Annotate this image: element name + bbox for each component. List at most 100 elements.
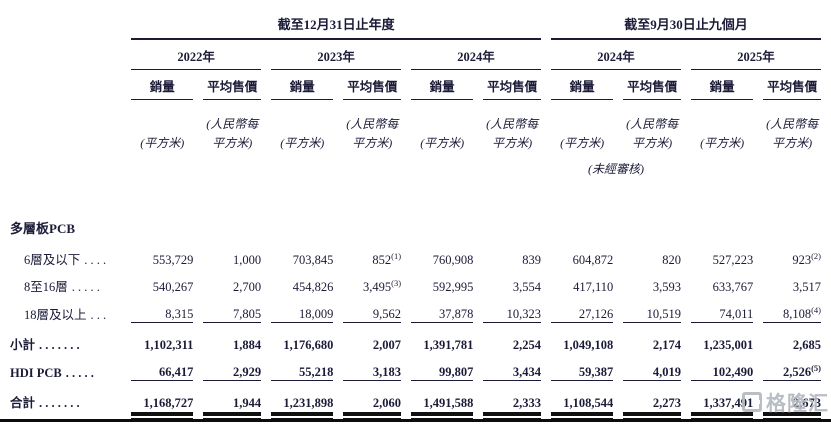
value-cell: 820 bbox=[662, 253, 681, 267]
asp-column-header: 平均售價 bbox=[483, 70, 541, 100]
volume-column-header: 銷量 bbox=[551, 70, 614, 100]
asp-column-header: 平均售價 bbox=[763, 70, 821, 100]
value-cell: 839 bbox=[522, 253, 541, 267]
value-cell: 417,110 bbox=[573, 280, 614, 294]
unaudited-note: (未經審核) bbox=[587, 162, 644, 176]
value-cell: 9,562 bbox=[343, 295, 402, 323]
value-cell: 1,235,001 bbox=[703, 338, 754, 352]
value-cell: 1,000 bbox=[232, 253, 262, 267]
year-header-row: 2022年 2023年 2024年 2024年 2025年 bbox=[10, 40, 821, 70]
value-cell: 3,434 bbox=[483, 353, 541, 381]
value-cell: 99,807 bbox=[411, 353, 474, 381]
empty-cell bbox=[131, 180, 821, 241]
value-cell: 540,267 bbox=[152, 280, 194, 294]
watermark-text: 格隆汇 bbox=[766, 393, 829, 415]
empty-cell bbox=[10, 40, 121, 70]
gelonghui-watermark: 格隆汇 bbox=[742, 387, 829, 416]
value-cell: 592,995 bbox=[432, 280, 474, 294]
row-label: 小計. . . . . . . bbox=[10, 338, 80, 352]
value-cell: 10,323 bbox=[483, 295, 541, 323]
value-cell: 604,872 bbox=[572, 253, 614, 267]
value-cell: 1,231,898 bbox=[283, 396, 334, 410]
empty-cell bbox=[691, 156, 821, 180]
year-header-1: 2023年 bbox=[271, 40, 402, 70]
table-row-2: 8至16層. . . . . 540,267 2,700 454,826 3,495(3… bbox=[10, 268, 821, 295]
table-row-1: 6層及以下. . . . 553,729 1,000 703,845 852(1) 760… bbox=[10, 241, 821, 268]
year-header-4: 2025年 bbox=[690, 40, 821, 70]
value-cell: 703,845 bbox=[292, 253, 334, 267]
value-cell: 527,223 bbox=[712, 253, 754, 267]
footnote-marker: (3) bbox=[391, 277, 402, 288]
unaudited-row: (未經審核) bbox=[10, 156, 821, 180]
row-label: 6層及以下. . . . bbox=[24, 253, 107, 267]
double-rule bbox=[131, 412, 194, 419]
double-rule-cell bbox=[690, 411, 754, 423]
value-cell: 2,333 bbox=[512, 396, 541, 410]
row-label: 8至16層. . . . . bbox=[24, 280, 100, 294]
value-cell: 760,908 bbox=[432, 253, 474, 267]
volume-column-header: 銷量 bbox=[690, 70, 754, 100]
value-cell: 1,491,588 bbox=[423, 396, 474, 410]
value-cell: 3,517 bbox=[792, 280, 821, 294]
value-cell: 1,337,491 bbox=[703, 396, 754, 410]
value-cell: 1,176,680 bbox=[283, 338, 334, 352]
double-rule bbox=[271, 412, 334, 419]
empty-corner-cell bbox=[10, 6, 121, 40]
value-cell: 2,700 bbox=[232, 280, 262, 294]
value-cell: 553,729 bbox=[152, 253, 194, 267]
value-cell: 55,218 bbox=[271, 353, 334, 381]
asp-unit-cell: (人民幣每 平方米) bbox=[486, 116, 539, 150]
double-rule-cell bbox=[411, 411, 474, 423]
asp-column-header: 平均售價 bbox=[203, 70, 262, 100]
value-cell: 2,254 bbox=[512, 338, 541, 352]
value-cell: 1,884 bbox=[232, 338, 262, 352]
table-row-4: 小計. . . . . . . 1,102,311 1,884 1,176,680 2,… bbox=[10, 323, 821, 353]
footnote-marker: (2) bbox=[811, 250, 821, 261]
asp-unit-cell: (人民幣每 平方米) bbox=[206, 116, 259, 150]
volume-column-header: 銷量 bbox=[271, 70, 334, 100]
double-rule-cell bbox=[483, 411, 541, 423]
value-cell: 37,878 bbox=[411, 295, 474, 323]
value-cell: 8,108(4) bbox=[763, 295, 821, 323]
value-cell: 633,767 bbox=[712, 280, 754, 294]
asp-unit-cell: (人民幣每 平方米) bbox=[626, 116, 679, 150]
double-rule bbox=[411, 412, 474, 419]
row-label: 18層及以上. . . bbox=[24, 308, 107, 322]
dot-leader: . . . . . bbox=[71, 280, 100, 294]
value-cell: 66,417 bbox=[131, 353, 194, 381]
double-rule-cell bbox=[763, 411, 821, 423]
empty-cell bbox=[10, 70, 121, 100]
page-bottom-rule bbox=[0, 419, 831, 422]
value-cell: 1,944 bbox=[232, 396, 262, 410]
unit-row: (平方米) (人民幣每 平方米) (平方米) (人民幣每 平方米) (平方米) (人民幣每 平方… bbox=[10, 100, 821, 156]
period-header-row: 截至12月31日止年度 截至9月30日止九個月 bbox=[10, 6, 821, 40]
row-label: 多層板PCB bbox=[10, 221, 76, 236]
year-header-2: 2024年 bbox=[411, 40, 541, 70]
volume-unit-cell: (平方米) bbox=[560, 135, 605, 150]
empty-cell bbox=[10, 100, 121, 156]
asp-unit-cell: (人民幣每 平方米) bbox=[346, 116, 399, 150]
footnote-marker: (4) bbox=[811, 304, 821, 315]
asp-column-header: 平均售價 bbox=[343, 70, 402, 100]
value-cell: 3,183 bbox=[343, 353, 402, 381]
value-cell: 2,174 bbox=[652, 338, 681, 352]
table-body: 多層板PCB 6層及以下. . . . 553,729 1,000 703,845 852… bbox=[10, 180, 821, 423]
value-cell: 454,826 bbox=[292, 280, 334, 294]
volume-column-header: 銷量 bbox=[411, 70, 474, 100]
value-cell: 3,593 bbox=[652, 280, 681, 294]
double-rule-cell bbox=[203, 411, 262, 423]
column-header-row: 銷量 平均售價 銷量 平均售價 銷量 平均售價 銷量 平均售價 銷量 平均售價 bbox=[10, 70, 821, 100]
value-cell: 1,049,108 bbox=[563, 338, 614, 352]
pcb-sales-table: 截至12月31日止年度 截至9月30日止九個月 2022年 2023年 2024年 2… bbox=[0, 6, 831, 423]
value-cell: 7,805 bbox=[203, 295, 262, 323]
period-annual-header: 截至12月31日止年度 bbox=[131, 6, 541, 40]
dot-leader: . . . . . . . bbox=[39, 396, 80, 410]
volume-unit-cell: (平方米) bbox=[700, 135, 745, 150]
double-rule-cell bbox=[623, 411, 681, 423]
double-rule bbox=[203, 412, 262, 419]
period-interim-header: 截至9月30日止九個月 bbox=[551, 6, 821, 40]
value-cell: 8,315 bbox=[131, 295, 194, 323]
value-cell: 18,009 bbox=[271, 295, 334, 323]
value-cell: 2,007 bbox=[372, 338, 402, 352]
